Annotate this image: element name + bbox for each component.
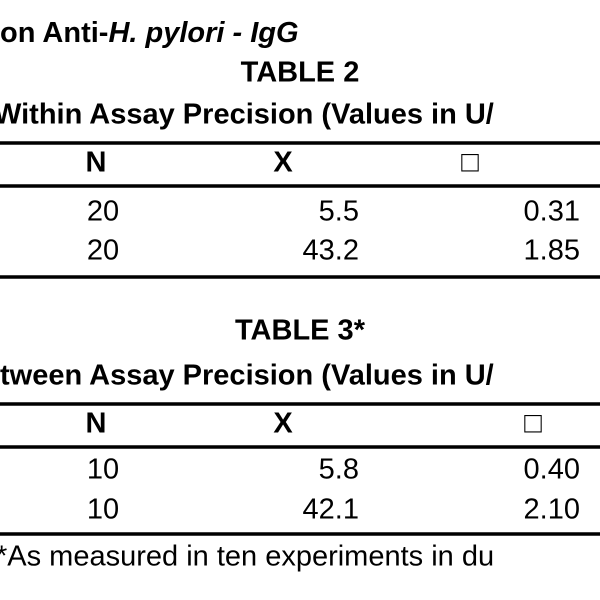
heading: on Anti-H. pylori - IgG — [0, 17, 299, 49]
column-header: N — [86, 147, 107, 179]
cell: 10 — [87, 454, 119, 486]
cell: 10 — [87, 494, 119, 526]
cell: 5.5 — [319, 196, 359, 228]
cell: 20 — [87, 196, 119, 228]
column-header: N — [86, 408, 107, 440]
cell: 1.85 — [524, 235, 580, 267]
table-subtitle: tween Assay Precision (Values in U/ — [0, 360, 494, 392]
column-header: □ — [461, 147, 479, 179]
heading-prefix: on Anti- — [0, 17, 108, 49]
cell: 5.8 — [319, 454, 359, 486]
heading-italic: H. pylori - IgG — [108, 17, 298, 49]
table-title: TABLE 3* — [235, 315, 366, 347]
cell: 0.40 — [524, 454, 580, 486]
cell: 20 — [87, 235, 119, 267]
footnote: *As measured in ten experiments in du — [0, 541, 494, 573]
cell: 42.1 — [303, 494, 359, 526]
table-title: TABLE 2 — [241, 57, 360, 89]
cell: 2.10 — [524, 494, 580, 526]
column-header: X — [273, 147, 293, 179]
cell: 0.31 — [524, 196, 580, 228]
cell: 43.2 — [303, 235, 359, 267]
column-header: X — [273, 408, 293, 440]
table-subtitle: Within Assay Precision (Values in U/ — [0, 99, 494, 131]
column-header: □ — [524, 408, 542, 440]
